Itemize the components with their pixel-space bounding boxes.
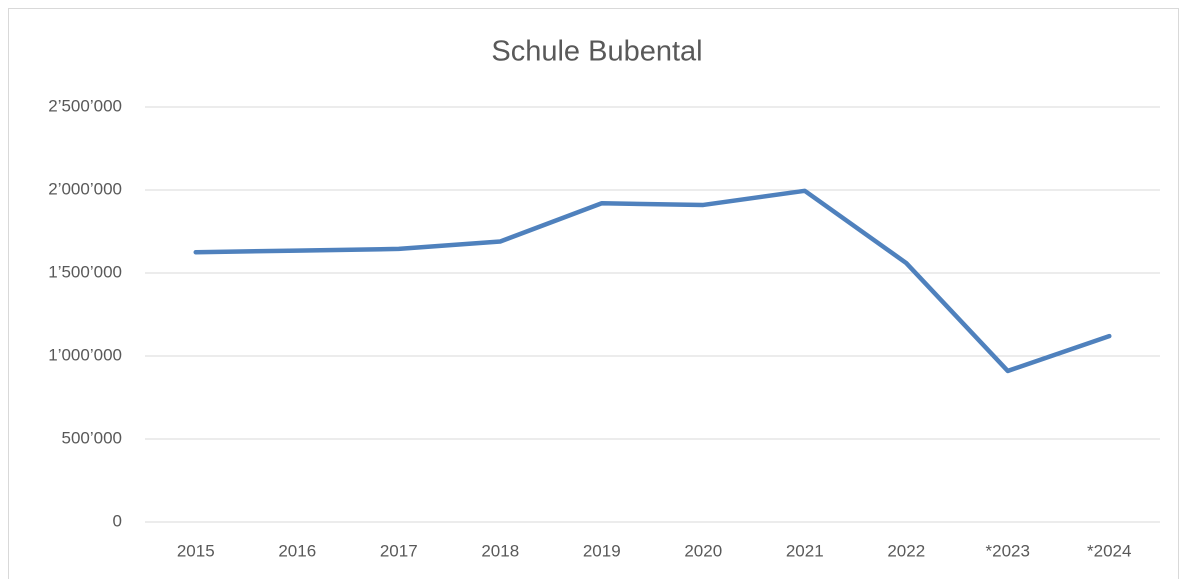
x-tick-label: *2023 [986, 541, 1030, 560]
y-tick-label: 2’500’000 [48, 96, 122, 115]
data-line [193, 188, 1112, 374]
x-tick-label: 2022 [887, 541, 925, 560]
x-tick-label: 2017 [380, 541, 418, 560]
chart-border [8, 8, 1179, 579]
x-tick-label: 2021 [786, 541, 824, 560]
y-tick-label: 0 [113, 511, 122, 530]
chart-title: Schule Bubental [491, 36, 702, 68]
x-tick-label: *2024 [1087, 541, 1131, 560]
x-tick-label: 2018 [481, 541, 519, 560]
x-tick-label: 2015 [177, 541, 215, 560]
y-tick-label: 500’000 [61, 428, 122, 447]
y-tick-label: 2’000’000 [48, 179, 122, 198]
y-tick-label: 1’000’000 [48, 345, 122, 364]
x-tick-label: 2019 [583, 541, 621, 560]
x-tick-label: 2016 [278, 541, 316, 560]
x-tick-label: 2020 [684, 541, 722, 560]
y-tick-label: 1’500’000 [48, 262, 122, 281]
